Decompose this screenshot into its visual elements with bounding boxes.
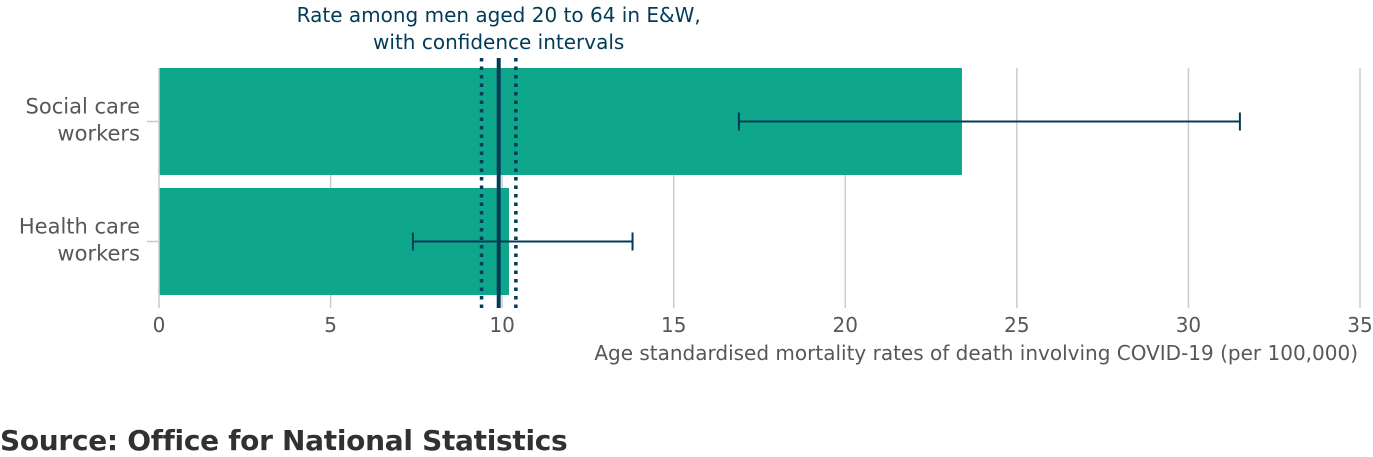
x-tick-label-0: 0 bbox=[153, 313, 166, 337]
x-tick-label-20: 20 bbox=[833, 313, 858, 337]
category-label-1-0: Health care bbox=[19, 215, 140, 239]
reference-label-line-0: Rate among men aged 20 to 64 in E&W, bbox=[297, 3, 701, 27]
category-label-0-1: workers bbox=[57, 122, 140, 146]
error-bars bbox=[411, 112, 1241, 251]
x-tick-label-5: 5 bbox=[324, 313, 337, 337]
x-tick-label-10: 10 bbox=[489, 313, 514, 337]
reference-line-label: Rate among men aged 20 to 64 in E&W, with… bbox=[297, 3, 701, 54]
category-label-0-0: Social care bbox=[26, 95, 140, 119]
reference-label-line-1: with confidence intervals bbox=[373, 30, 624, 54]
x-tick-label-15: 15 bbox=[661, 313, 686, 337]
chart: Rate among men aged 20 to 64 in E&W, with… bbox=[19, 3, 1373, 365]
category-label-1-1: workers bbox=[57, 242, 140, 266]
reference-line-group bbox=[479, 58, 518, 308]
x-axis-label: Age standardised mortality rates of deat… bbox=[594, 341, 1358, 365]
x-tick-label-25: 25 bbox=[1004, 313, 1029, 337]
bars bbox=[159, 68, 962, 295]
x-axis: 0 5 10 15 20 25 30 35 bbox=[153, 313, 1373, 337]
x-tick-label-30: 30 bbox=[1176, 313, 1201, 337]
source-note: Source: Office for National Statistics bbox=[0, 424, 568, 457]
y-axis: Social care workers Health care workers bbox=[19, 68, 160, 308]
x-tick-label-35: 35 bbox=[1347, 313, 1372, 337]
